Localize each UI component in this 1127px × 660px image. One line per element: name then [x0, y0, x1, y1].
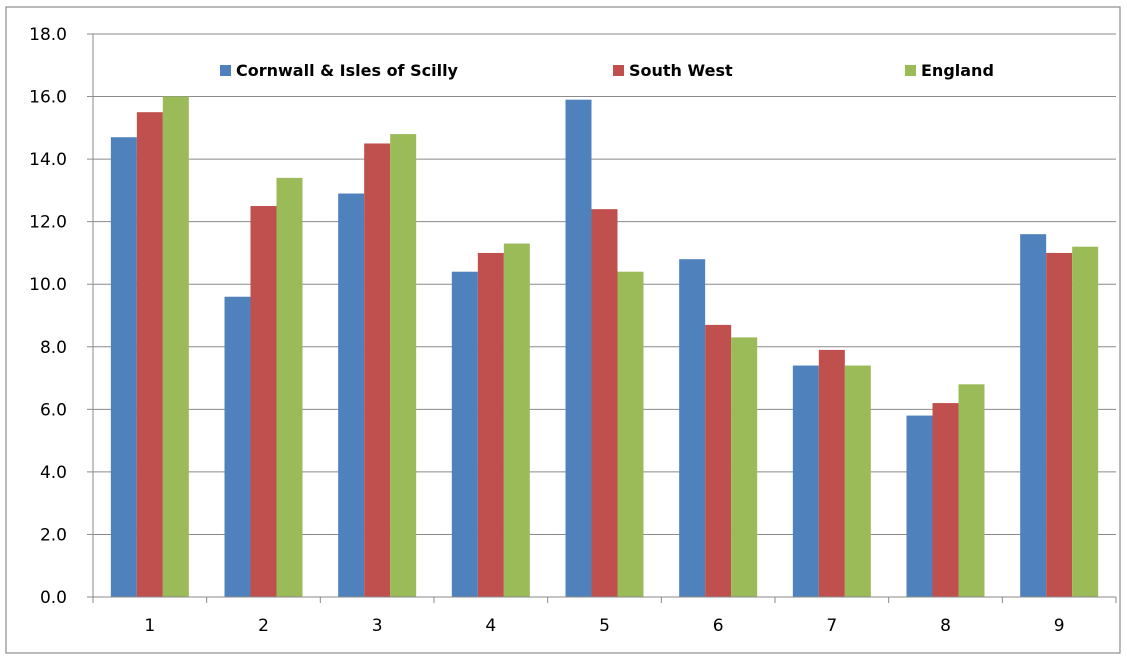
bar-2-1: [136, 112, 163, 597]
x-tick-label: 5: [599, 616, 610, 636]
bar-2-4: [477, 252, 504, 597]
x-tick-label: 2: [258, 616, 269, 636]
bar-3-2: [276, 177, 303, 597]
x-tick-labels: 1 2 3 4 5 6 7 8 9: [144, 616, 1064, 636]
bar-2-7: [818, 349, 845, 597]
y-tick-label: 4.0: [40, 463, 67, 483]
x-tick-label: 4: [485, 616, 496, 636]
legend-swatch: [613, 65, 624, 76]
bar-3-9: [1072, 246, 1099, 597]
bar-2-5: [591, 209, 618, 597]
bar-3-4: [503, 243, 530, 598]
bar-1-8: [906, 415, 933, 597]
axes: [87, 33, 1117, 603]
legend: Cornwall & Isles of Scilly South West Engl…: [220, 61, 994, 80]
bar-1-1: [110, 137, 137, 597]
y-tick-label: 16.0: [29, 88, 67, 108]
bar-3-5: [617, 271, 644, 597]
y-tick-label: 14.0: [29, 150, 67, 170]
x-tick-label: 6: [713, 616, 724, 636]
y-tick-label: 0.0: [40, 588, 67, 608]
bars: [110, 96, 1099, 598]
y-tick-labels: 0.0 2.0 4.0 6.0 8.0 10.0 12.0 14.0 16.0 18.0: [29, 25, 67, 608]
x-tick-label: 1: [144, 616, 155, 636]
x-tick-label: 8: [940, 616, 951, 636]
bar-1-5: [565, 99, 592, 597]
bar-1-7: [792, 365, 819, 597]
legend-label: Cornwall & Isles of Scilly: [236, 61, 459, 80]
bar-3-8: [958, 384, 985, 597]
bar-3-3: [390, 134, 417, 598]
legend-swatch: [905, 65, 916, 76]
bar-3-6: [731, 337, 758, 597]
bar-1-4: [451, 271, 478, 597]
x-tick-label: 7: [826, 616, 837, 636]
bar-1-9: [1020, 234, 1047, 597]
y-tick-label: 18.0: [29, 25, 67, 45]
y-tick-label: 8.0: [40, 338, 67, 358]
x-tick-label: 3: [372, 616, 383, 636]
y-tick-label: 6.0: [40, 400, 67, 420]
bar-1-3: [338, 193, 365, 597]
bar-2-2: [250, 206, 277, 597]
bar-3-1: [162, 96, 189, 598]
legend-swatch: [220, 65, 231, 76]
bar-1-6: [679, 259, 706, 597]
y-tick-label: 2.0: [40, 525, 67, 545]
y-tick-label: 10.0: [29, 275, 67, 295]
x-tick-label: 9: [1054, 616, 1065, 636]
bar-3-7: [844, 365, 871, 597]
bar-2-3: [364, 143, 391, 597]
legend-label: South West: [629, 61, 733, 80]
bar-2-6: [705, 324, 732, 597]
bar-2-9: [1046, 252, 1073, 597]
y-tick-label: 12.0: [29, 213, 67, 233]
bar-1-2: [224, 296, 251, 597]
legend-label: England: [921, 61, 994, 80]
bar-2-8: [932, 403, 959, 597]
